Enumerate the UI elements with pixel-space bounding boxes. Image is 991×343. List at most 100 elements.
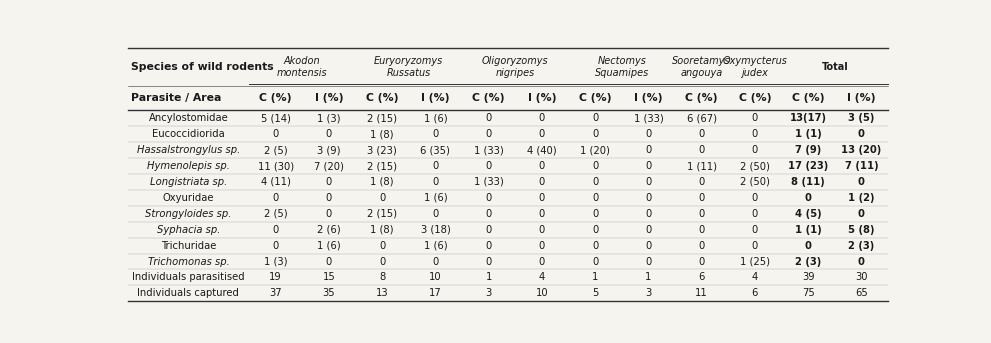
Text: 0: 0 <box>432 161 439 171</box>
Text: 5 (8): 5 (8) <box>848 225 875 235</box>
Text: 0: 0 <box>752 209 758 219</box>
Text: 3: 3 <box>645 288 651 298</box>
Text: 0: 0 <box>645 193 651 203</box>
Text: 0: 0 <box>858 129 865 139</box>
Text: 1 (25): 1 (25) <box>740 257 770 267</box>
Text: 0: 0 <box>752 145 758 155</box>
Text: 13: 13 <box>376 288 388 298</box>
Text: Eucoccidiorida: Eucoccidiorida <box>152 129 225 139</box>
Text: Akodon
montensis: Akodon montensis <box>277 56 328 78</box>
Text: 7 (11): 7 (11) <box>844 161 878 171</box>
Text: Nectomys
Squamipes: Nectomys Squamipes <box>595 56 649 78</box>
Text: 4: 4 <box>752 272 758 282</box>
Text: 0: 0 <box>432 129 439 139</box>
Text: 0: 0 <box>486 129 492 139</box>
Text: 1: 1 <box>486 272 492 282</box>
Text: 0: 0 <box>858 177 865 187</box>
Text: 1 (8): 1 (8) <box>371 225 394 235</box>
Text: 0: 0 <box>326 193 332 203</box>
Text: 0: 0 <box>699 225 705 235</box>
Text: 0: 0 <box>592 240 599 251</box>
Text: 0: 0 <box>273 129 278 139</box>
Text: 0: 0 <box>645 240 651 251</box>
Text: 11 (30): 11 (30) <box>258 161 293 171</box>
Text: 6: 6 <box>752 288 758 298</box>
Text: C (%): C (%) <box>738 93 771 103</box>
Text: I (%): I (%) <box>847 93 876 103</box>
Text: Individuals captured: Individuals captured <box>138 288 240 298</box>
Text: 2 (5): 2 (5) <box>264 145 287 155</box>
Text: 0: 0 <box>645 161 651 171</box>
Text: Oxyuridae: Oxyuridae <box>163 193 214 203</box>
Text: 2 (50): 2 (50) <box>740 177 770 187</box>
Text: 6 (35): 6 (35) <box>420 145 450 155</box>
Text: 0: 0 <box>432 257 439 267</box>
Text: 65: 65 <box>855 288 868 298</box>
Text: 0: 0 <box>645 257 651 267</box>
Text: 4: 4 <box>539 272 545 282</box>
Text: 4 (40): 4 (40) <box>527 145 557 155</box>
Text: 0: 0 <box>592 161 599 171</box>
Text: 0: 0 <box>486 257 492 267</box>
Text: 0: 0 <box>592 193 599 203</box>
Text: 0: 0 <box>539 209 545 219</box>
Text: 0: 0 <box>380 193 385 203</box>
Text: C (%): C (%) <box>260 93 292 103</box>
Text: 0: 0 <box>645 145 651 155</box>
Text: 0: 0 <box>326 209 332 219</box>
Text: 2 (15): 2 (15) <box>368 113 397 123</box>
Text: 2 (3): 2 (3) <box>848 240 875 251</box>
Text: 8 (11): 8 (11) <box>791 177 826 187</box>
Text: 0: 0 <box>539 240 545 251</box>
Text: Euryoryzomys
Russatus: Euryoryzomys Russatus <box>375 56 443 78</box>
Text: 1 (6): 1 (6) <box>423 240 447 251</box>
Text: 0: 0 <box>699 240 705 251</box>
Text: 0: 0 <box>539 193 545 203</box>
Text: 13 (20): 13 (20) <box>841 145 882 155</box>
Text: 1 (8): 1 (8) <box>371 177 394 187</box>
Text: 1: 1 <box>592 272 599 282</box>
Text: C (%): C (%) <box>366 93 398 103</box>
Text: 0: 0 <box>699 193 705 203</box>
Text: C (%): C (%) <box>686 93 717 103</box>
Text: C (%): C (%) <box>579 93 611 103</box>
Text: 39: 39 <box>802 272 815 282</box>
Text: 15: 15 <box>322 272 335 282</box>
Text: Oxymycterus
judex: Oxymycterus judex <box>722 56 788 78</box>
Text: 1 (20): 1 (20) <box>581 145 610 155</box>
Text: 35: 35 <box>323 288 335 298</box>
Text: Longistriata sp.: Longistriata sp. <box>150 177 227 187</box>
Text: 10: 10 <box>535 288 548 298</box>
Text: 0: 0 <box>539 225 545 235</box>
Text: 2 (15): 2 (15) <box>368 161 397 171</box>
Text: 17: 17 <box>429 288 442 298</box>
Text: 75: 75 <box>802 288 815 298</box>
Text: 0: 0 <box>645 177 651 187</box>
Text: 2 (15): 2 (15) <box>368 209 397 219</box>
Text: 5: 5 <box>592 288 599 298</box>
Text: 0: 0 <box>752 113 758 123</box>
Text: 0: 0 <box>805 193 812 203</box>
Text: 6: 6 <box>699 272 705 282</box>
Text: 0: 0 <box>486 161 492 171</box>
Text: 1 (1): 1 (1) <box>795 129 822 139</box>
Text: 0: 0 <box>432 177 439 187</box>
Text: 0: 0 <box>380 240 385 251</box>
Text: 17 (23): 17 (23) <box>788 161 828 171</box>
Text: Total: Total <box>822 62 848 72</box>
Text: 30: 30 <box>855 272 868 282</box>
Text: 6 (67): 6 (67) <box>687 113 716 123</box>
Text: 0: 0 <box>326 177 332 187</box>
Text: 0: 0 <box>699 129 705 139</box>
Text: 0: 0 <box>645 225 651 235</box>
Text: 0: 0 <box>539 177 545 187</box>
Text: Ancylostomidae: Ancylostomidae <box>149 113 228 123</box>
Text: 0: 0 <box>699 257 705 267</box>
Text: 0: 0 <box>592 113 599 123</box>
Text: 37: 37 <box>270 288 282 298</box>
Text: 0: 0 <box>539 257 545 267</box>
Text: 3: 3 <box>486 288 492 298</box>
Text: Syphacia sp.: Syphacia sp. <box>157 225 220 235</box>
Text: 10: 10 <box>429 272 442 282</box>
Text: 0: 0 <box>539 129 545 139</box>
